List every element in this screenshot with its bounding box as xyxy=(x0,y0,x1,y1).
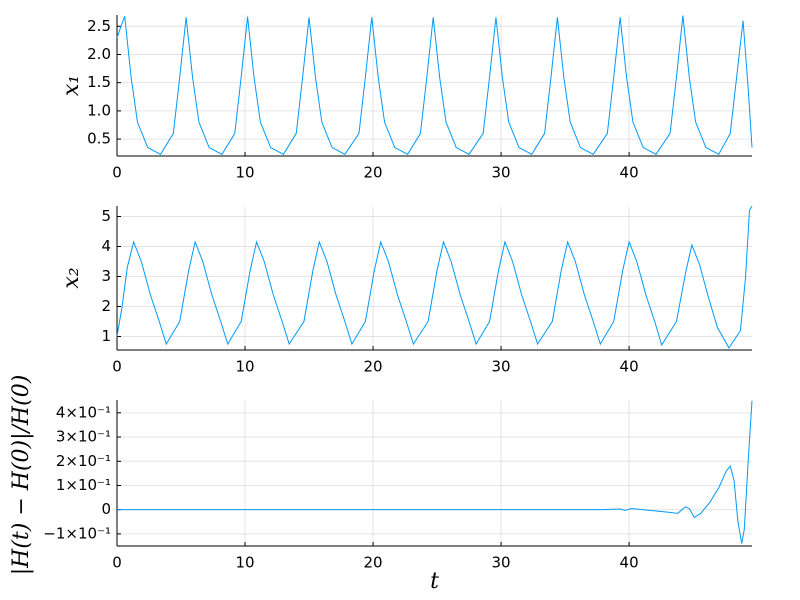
y-tick-label: 3×10⁻¹ xyxy=(56,428,111,446)
x-tick-label: 0 xyxy=(112,554,122,572)
line xyxy=(117,400,753,544)
y-axis-label: |H(t) − H(0)|/H(0) xyxy=(9,375,34,576)
y-tick-label: 0 xyxy=(101,500,111,518)
y-tick-label: 3 xyxy=(101,267,111,285)
line xyxy=(116,205,753,349)
x-tick-label: 20 xyxy=(364,164,383,182)
x-tick-label: 20 xyxy=(364,554,383,572)
y-tick-label: 1 xyxy=(101,327,111,345)
y-tick-label: 1.0 xyxy=(87,101,111,119)
y-tick-label: 2 xyxy=(101,297,111,315)
x-tick-label: 10 xyxy=(235,164,254,182)
y-axis-label: x₂ xyxy=(59,267,84,288)
y-tick-label: −1×10⁻¹ xyxy=(43,524,111,542)
y-tick-label: 1×10⁻¹ xyxy=(56,476,111,494)
x-tick-label: 30 xyxy=(492,554,511,572)
x-tick-label: 40 xyxy=(620,358,639,376)
y-tick-label: 1.5 xyxy=(87,73,111,91)
y-tick-label: 2×10⁻¹ xyxy=(56,452,111,470)
y-tick-label: 2.0 xyxy=(87,45,111,63)
x-tick-label: 0 xyxy=(112,164,122,182)
x-tick-label: 10 xyxy=(235,358,254,376)
x-tick-label: 30 xyxy=(492,358,511,376)
y-axis-label: x₁ xyxy=(59,75,84,96)
x-axis-label: t xyxy=(430,569,439,594)
x-tick-label: 20 xyxy=(364,358,383,376)
x-tick-label: 30 xyxy=(492,164,511,182)
y-tick-label: 4×10⁻¹ xyxy=(56,403,111,421)
y-tick-label: 2.5 xyxy=(87,17,111,35)
y-tick-label: 4 xyxy=(101,237,111,255)
y-tick-label: 0.5 xyxy=(87,130,111,148)
x-tick-label: 40 xyxy=(620,164,639,182)
x-tick-label: 0 xyxy=(112,358,122,376)
y-tick-label: 5 xyxy=(101,207,111,225)
x-tick-label: 10 xyxy=(235,554,254,572)
x-tick-label: 40 xyxy=(620,554,639,572)
line xyxy=(116,15,753,155)
